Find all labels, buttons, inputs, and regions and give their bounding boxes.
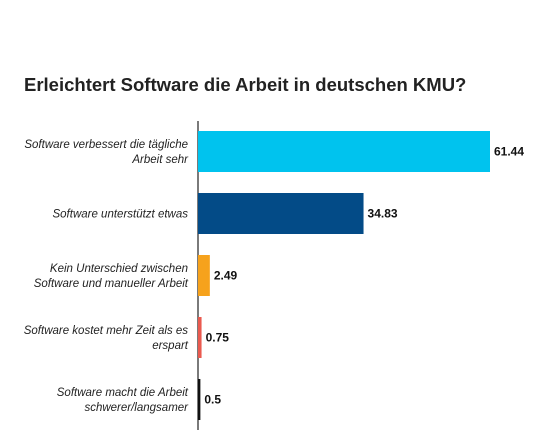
bar-0 bbox=[198, 131, 490, 172]
bar-1 bbox=[198, 193, 364, 234]
value-label-2: 2.49 bbox=[214, 269, 238, 283]
category-label-4-0: Software macht die Arbeit bbox=[57, 387, 189, 399]
category-label-3-1: erspart bbox=[152, 340, 189, 352]
category-label-3-0: Software kostet mehr Zeit als es bbox=[24, 325, 189, 337]
category-label-2-0: Kein Unterschied zwischen bbox=[50, 263, 188, 275]
value-label-4: 0.5 bbox=[204, 393, 221, 407]
bar-4 bbox=[198, 379, 201, 420]
bar-3 bbox=[198, 317, 202, 358]
value-label-1: 34.83 bbox=[368, 207, 398, 221]
category-label-1-0: Software unterstützt etwas bbox=[52, 209, 188, 221]
value-label-0: 61.44 bbox=[494, 145, 524, 159]
category-label-0-0: Software verbessert die tägliche bbox=[24, 139, 188, 151]
category-label-4-1: schwerer/langsamer bbox=[84, 402, 189, 414]
category-label-2-1: Software und manueller Arbeit bbox=[34, 278, 189, 290]
value-label-3: 0.75 bbox=[206, 331, 230, 345]
chart-title: Erleichtert Software die Arbeit in deuts… bbox=[24, 74, 467, 95]
bar-2 bbox=[198, 255, 210, 296]
category-label-0-1: Arbeit sehr bbox=[131, 154, 189, 166]
bars-group: 61.44 Software verbessert die tägliche Arb… bbox=[24, 131, 524, 420]
